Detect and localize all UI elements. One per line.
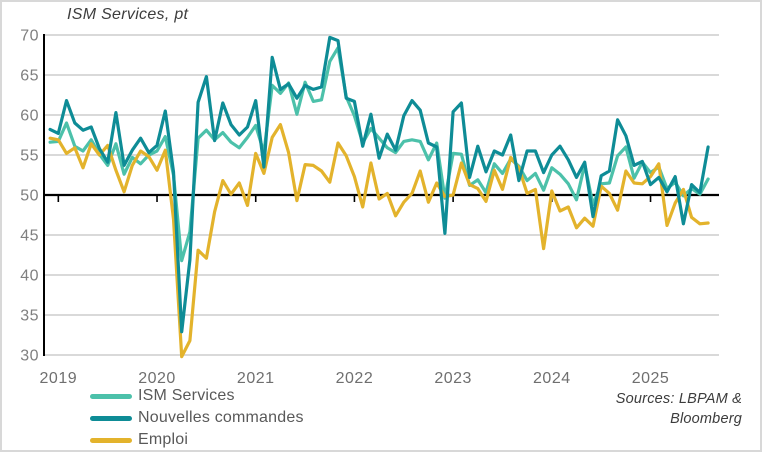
y-tick-label-30: 30	[20, 348, 39, 365]
legend-swatch-nouvelles-commandes	[90, 415, 132, 421]
x-tick-label-2019: 2019	[40, 370, 78, 387]
y-tick-label-60: 60	[20, 108, 39, 125]
sources-line-1: Sources: LBPAM &	[615, 391, 742, 407]
legend-label-ism-services: ISM Services	[138, 387, 235, 404]
x-tick-label-2023: 2023	[434, 370, 472, 387]
legend-swatch-emploi	[90, 437, 132, 443]
y-tick-label-70: 70	[20, 28, 39, 45]
y-tick-label-50: 50	[20, 188, 39, 205]
sources-line-2: Bloomberg	[670, 411, 742, 427]
legend-swatch-ism-services	[90, 393, 132, 399]
legend-item-emploi: Emploi	[90, 429, 304, 450]
y-tick-label-55: 55	[20, 148, 39, 165]
x-tick-label-2021: 2021	[237, 370, 275, 387]
x-tick-label-2024: 2024	[533, 370, 571, 387]
x-tick-label-2022: 2022	[336, 370, 374, 387]
y-tick-label-45: 45	[20, 228, 39, 245]
y-tick-label-35: 35	[20, 308, 39, 325]
x-tick-label-2020: 2020	[138, 370, 176, 387]
x-tick-label-2025: 2025	[632, 370, 670, 387]
legend-label-emploi: Emploi	[138, 431, 189, 448]
series-line-emploi	[48, 122, 710, 359]
chart-title: ISM Services, pt	[67, 6, 189, 23]
series-line-nouvelles-commandes	[48, 35, 710, 334]
legend-item-ism-services: ISM Services	[90, 385, 304, 407]
y-tick-label-65: 65	[20, 68, 39, 85]
chart-legend: ISM Services Nouvelles commandes Emploi	[90, 385, 304, 450]
sources-note: Sources: LBPAM & Bloomberg	[616, 389, 742, 429]
legend-item-nouvelles-commandes: Nouvelles commandes	[90, 407, 304, 429]
y-tick-label-40: 40	[20, 268, 39, 285]
legend-label-nouvelles-commandes: Nouvelles commandes	[138, 409, 304, 426]
